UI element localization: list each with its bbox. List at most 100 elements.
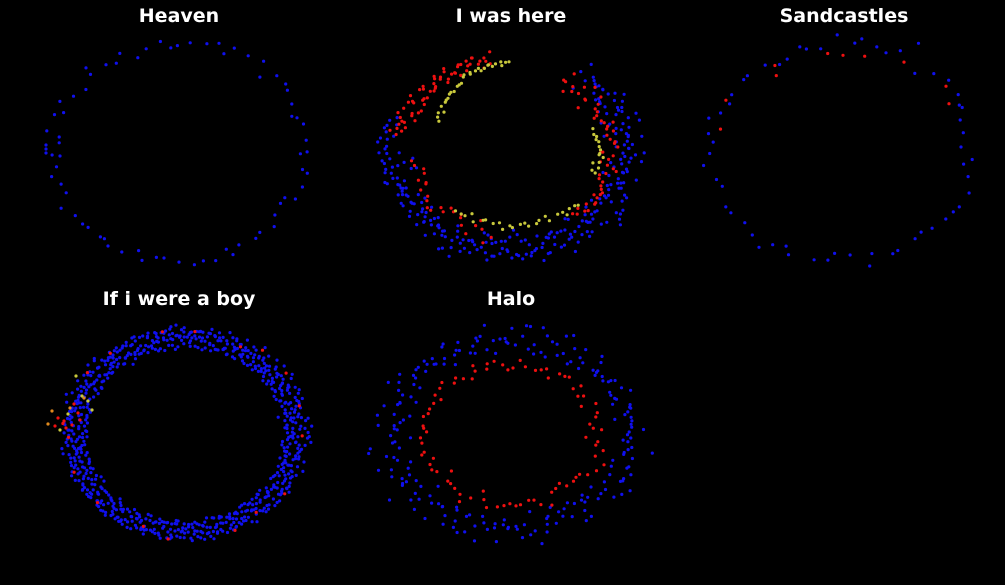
scatter-point — [50, 153, 54, 157]
scatter-point — [422, 426, 426, 430]
scatter-point — [425, 430, 429, 434]
scatter-point — [280, 382, 284, 386]
scatter-point — [561, 514, 565, 518]
scatter-point — [69, 464, 74, 468]
scatter-point — [584, 219, 588, 223]
scatter-point — [602, 134, 606, 138]
scatter-point — [572, 333, 576, 338]
scatter-point — [77, 479, 81, 483]
scatter-point — [944, 84, 948, 88]
scatter-point — [286, 463, 290, 467]
scatter-point — [149, 514, 153, 518]
scatter-point — [58, 99, 62, 103]
scatter-point — [819, 47, 823, 51]
scatter-point — [288, 391, 292, 395]
scatter-point — [622, 92, 626, 96]
scatter-point — [205, 525, 209, 529]
scatter-point — [436, 111, 440, 115]
scatter-point — [77, 427, 81, 431]
scatter-point — [605, 220, 609, 224]
scatter-point — [195, 529, 199, 533]
scatter-point — [564, 334, 569, 338]
scatter-point — [111, 353, 115, 357]
scatter-point — [153, 520, 157, 524]
scatter-point — [441, 522, 445, 526]
scatter-point — [798, 45, 802, 49]
scatter-point — [468, 251, 472, 255]
scatter-point — [578, 356, 582, 360]
scatter-point — [443, 100, 447, 104]
scatter-point — [114, 346, 118, 350]
scatter-point — [591, 161, 595, 165]
scatter-point — [542, 258, 546, 263]
scatter-point — [201, 259, 205, 263]
scatter-point — [621, 479, 625, 483]
scatter-point — [383, 171, 387, 175]
scatter-point — [440, 233, 444, 237]
scatter-point — [79, 447, 83, 451]
scatter-point — [463, 214, 467, 218]
scatter-point — [121, 507, 125, 511]
scatter-point — [449, 469, 453, 473]
scatter-point — [629, 436, 633, 440]
scatter-point — [481, 218, 485, 222]
scatter-point — [130, 336, 134, 340]
scatter-point — [565, 484, 569, 488]
scatter-point — [291, 420, 295, 424]
scatter-point — [392, 424, 396, 428]
scatter-point — [494, 240, 498, 244]
scatter-point — [485, 527, 489, 532]
scatter-point — [398, 183, 402, 187]
scatter-point — [84, 66, 88, 70]
scatter-point — [418, 386, 422, 390]
scatter-point — [629, 415, 633, 419]
scatter-point — [389, 171, 393, 175]
scatter-point — [539, 503, 543, 507]
scatter-point — [594, 443, 598, 447]
scatter-point — [76, 467, 80, 471]
scatter-point — [216, 339, 220, 343]
scatter-point — [468, 513, 472, 517]
scatter-point — [269, 476, 273, 481]
scatter-point — [64, 426, 68, 430]
scatter-point — [404, 480, 408, 484]
scatter-point — [227, 512, 232, 516]
scatter-point — [87, 385, 91, 389]
scatter-point — [812, 258, 816, 262]
scatter-point — [465, 69, 469, 73]
scatter-point — [481, 489, 485, 493]
scatter-point — [182, 342, 186, 346]
scatter-point — [81, 477, 85, 481]
scatter-point — [383, 180, 387, 185]
scatter-point — [626, 440, 630, 444]
scatter-point — [296, 415, 300, 419]
scatter-point — [274, 397, 278, 402]
scatter-point — [602, 121, 606, 125]
scatter-point — [459, 73, 463, 77]
scatter-point — [215, 522, 219, 527]
scatter-point — [601, 449, 605, 453]
scatter-point — [423, 215, 427, 219]
scatter-point — [246, 54, 250, 58]
scatter-point — [424, 369, 428, 373]
scatter-point — [294, 421, 298, 425]
scatter-point — [583, 508, 587, 513]
scatter-point — [401, 204, 405, 208]
scatter-point — [514, 524, 518, 529]
scatter-point — [609, 161, 613, 165]
scatter-point — [67, 428, 71, 432]
scatter-point — [104, 490, 109, 494]
scatter-point — [275, 74, 279, 78]
scatter-point — [511, 366, 515, 370]
scatter-point — [81, 432, 85, 436]
scatter-point — [597, 97, 601, 101]
scatter-point — [597, 84, 601, 88]
scatter-point — [406, 466, 410, 470]
scatter-point — [594, 98, 598, 102]
scatter-point — [199, 536, 203, 540]
scatter-point — [53, 424, 57, 428]
scatter-point — [966, 175, 970, 179]
scatter-point — [84, 391, 88, 395]
scatter-point — [310, 424, 314, 428]
scatter-point — [300, 434, 304, 438]
